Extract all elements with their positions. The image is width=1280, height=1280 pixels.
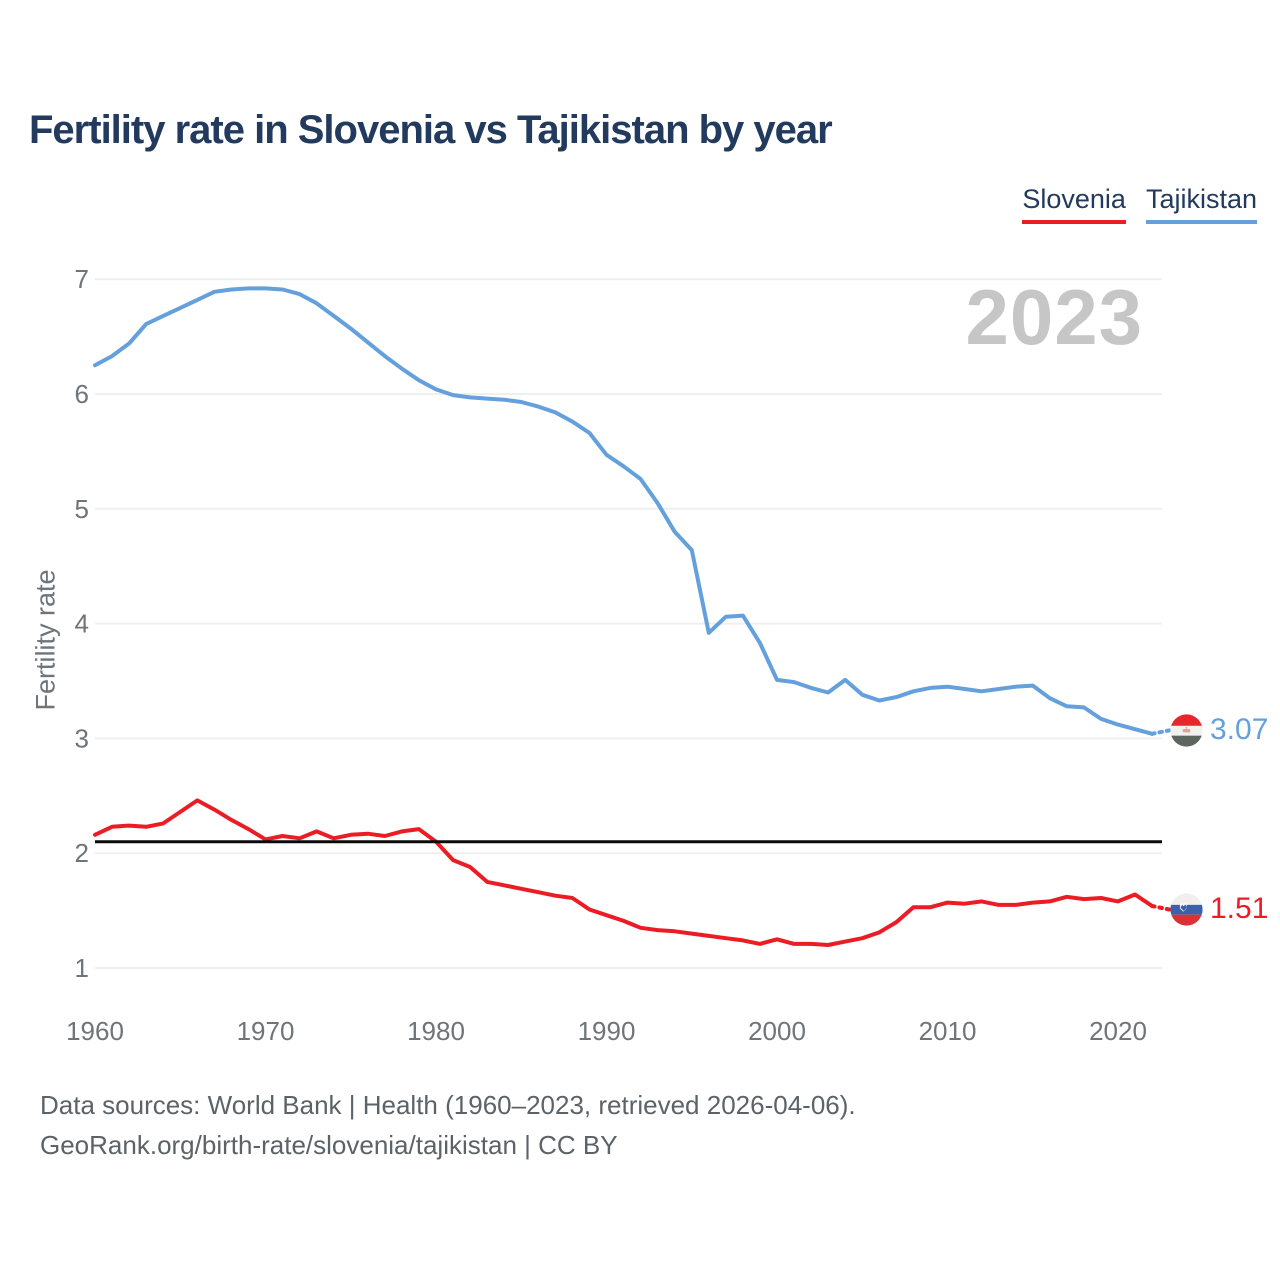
footer-license-line: GeoRank.org/birth-rate/slovenia/tajikist…	[40, 1130, 618, 1160]
y-tick-label: 1	[75, 953, 89, 983]
x-tick-label: 1980	[407, 1016, 465, 1046]
legend-item-tajikistan[interactable]: Tajikistan	[1145, 184, 1257, 224]
x-tick-label: 2010	[919, 1016, 977, 1046]
series-line-tajikistan	[93, 286, 1155, 736]
legend-label-tajikistan: Tajikistan	[1145, 184, 1257, 214]
tajikistan-end-value: 3.07	[1210, 713, 1269, 747]
series-line-tail-tajikistan	[1150, 728, 1172, 736]
x-tick-label: 2000	[748, 1016, 806, 1046]
footer: Data sources: World Bank | Health (1960–…	[40, 1085, 856, 1165]
slovenia-end-value: 1.51	[1210, 892, 1269, 926]
slovenia-flag-icon	[1170, 893, 1203, 926]
legend-label-slovenia: Slovenia	[1022, 184, 1126, 214]
x-tick-label: 2020	[1089, 1016, 1147, 1046]
watermark-year: 2023	[965, 273, 1143, 361]
chart-title: Fertility rate in Slovenia vs Tajikistan…	[29, 108, 833, 152]
slovenia-end-label: 1.51	[1170, 892, 1268, 926]
x-tick-label: 1970	[237, 1016, 295, 1046]
tajikistan-flag-icon	[1170, 714, 1203, 747]
footer-source-line: Data sources: World Bank | Health (1960–…	[40, 1090, 856, 1120]
y-tick-label: 2	[75, 838, 89, 868]
series-line-tail-slovenia	[1150, 904, 1172, 912]
y-tick-label: 3	[75, 723, 89, 753]
y-tick-label: 4	[75, 609, 89, 639]
y-tick-label: 7	[75, 264, 89, 294]
x-tick-label: 1960	[66, 1016, 124, 1046]
series-line-slovenia	[93, 798, 1155, 947]
y-tick-label: 5	[75, 494, 89, 524]
x-tick-label: 1990	[578, 1016, 636, 1046]
legend-item-slovenia[interactable]: Slovenia	[1022, 184, 1126, 224]
legend: Slovenia Tajikistan	[1022, 184, 1257, 224]
tajikistan-end-label: 3.07	[1170, 713, 1268, 747]
y-tick-label: 6	[75, 379, 89, 409]
